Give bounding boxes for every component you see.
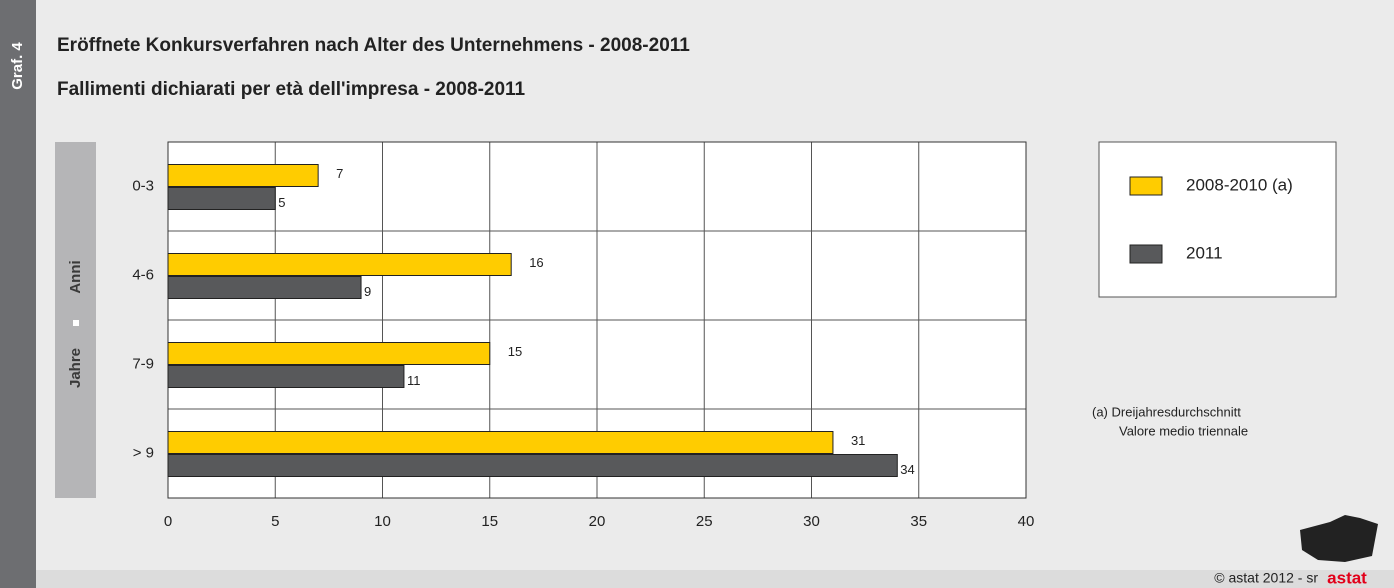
chart-subtitle: Fallimenti dichiarati per età dell'impre… — [57, 79, 526, 100]
graph-label: Graf. 4 — [9, 42, 26, 90]
legend-swatch — [1129, 176, 1163, 196]
legend-label: 2011 — [1186, 243, 1223, 262]
x-tick-label: 35 — [910, 513, 927, 530]
y-tick-label: > 9 — [133, 444, 154, 461]
bar — [167, 454, 898, 477]
legend — [1098, 141, 1337, 298]
x-tick-label: 20 — [589, 513, 606, 530]
bar — [167, 164, 319, 187]
x-tick-label: 10 — [374, 513, 391, 530]
y-tick-label: 4-6 — [132, 266, 154, 283]
bar — [167, 342, 491, 365]
logo: astat — [1327, 568, 1367, 587]
bar — [167, 431, 834, 454]
data-label: 34 — [900, 462, 914, 477]
legend-label: 2008-2010 (a) — [1186, 175, 1293, 194]
data-label: 5 — [278, 195, 285, 210]
x-tick-label: 25 — [696, 513, 713, 530]
logo-map — [1300, 515, 1378, 562]
data-label: 7 — [336, 166, 343, 181]
x-tick-label: 40 — [1018, 513, 1035, 530]
note: Valore medio triennale — [1119, 423, 1248, 438]
plot-frame — [167, 141, 1027, 499]
data-label: 15 — [508, 344, 522, 359]
bar — [167, 365, 405, 388]
data-label: 16 — [529, 255, 543, 270]
bar — [167, 276, 362, 299]
bar — [167, 187, 276, 210]
y-tick-label: 0-3 — [132, 177, 154, 194]
chart-title: Eröffnete Konkursverfahren nach Alter de… — [57, 35, 690, 56]
data-label: 31 — [851, 433, 865, 448]
footer: © astat 2012 - sr — [1214, 570, 1318, 586]
footer-strip — [36, 570, 1394, 588]
bar — [167, 253, 512, 276]
y-tick-label: 7-9 — [132, 355, 154, 372]
x-tick-label: 0 — [164, 513, 172, 530]
x-tick-label: 15 — [481, 513, 498, 530]
data-label: 9 — [364, 284, 371, 299]
data-label: 11 — [407, 373, 421, 388]
note: (a) Dreijahresdurchschnitt — [1092, 404, 1241, 419]
y-axis-label: Jahre — [67, 348, 84, 388]
y-axis-label: Anni — [67, 260, 84, 293]
separator — [73, 320, 79, 326]
x-tick-label: 30 — [803, 513, 820, 530]
side-strip — [0, 0, 36, 588]
legend-swatch — [1129, 244, 1163, 264]
x-tick-label: 5 — [271, 513, 279, 530]
